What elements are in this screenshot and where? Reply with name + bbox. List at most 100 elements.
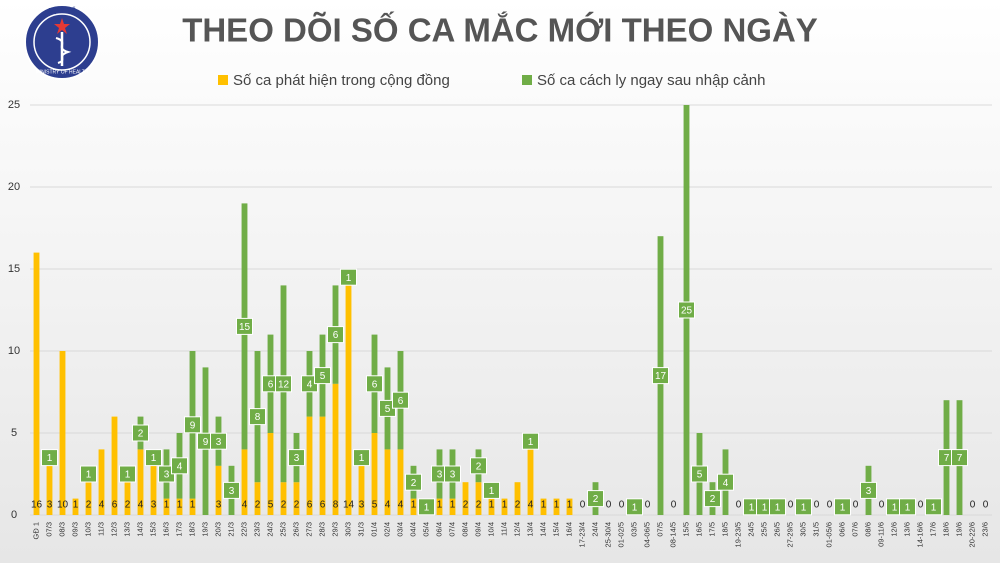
bar-segment [46,465,53,515]
x-tick-label: 08/6 [863,522,872,537]
data-label: 4 [307,379,313,390]
data-label-box [470,457,487,475]
x-tick-label: 17-23/4 [577,522,586,547]
data-label-box [249,408,266,426]
x-tick-label: 03/5 [629,522,638,537]
y-tick-label: 5 [11,427,17,439]
x-tick-label: 14/4 [538,522,547,537]
data-label: 1 [73,500,79,511]
data-label: 3 [437,470,443,481]
data-label: 1 [125,470,131,481]
x-tick-label: 13/4 [525,522,534,537]
logo-top: BỘ Y TẾ [48,5,76,15]
data-label-box [340,268,357,286]
data-label: 15 [239,322,251,333]
bar-segment [124,482,131,515]
bar-segment [358,465,365,515]
bar-segment [527,449,534,515]
bar-segment [241,449,248,515]
data-label: 1 [502,500,508,511]
data-label: 2 [125,500,131,511]
data-label-box [145,449,162,467]
data-label: 0 [606,500,612,511]
data-label-box [327,326,344,344]
data-label: 3 [229,486,235,497]
bar-segment [306,416,313,515]
x-tick-label: 10/3 [83,522,92,537]
data-label: 1 [840,502,846,513]
x-tick-label: 13/6 [902,522,911,537]
x-tick-label: 12/6 [889,522,898,537]
data-label: 2 [476,461,482,472]
data-label: 1 [346,273,352,284]
x-tick-label: 15/5 [681,522,690,537]
data-label-box [483,481,500,499]
data-label: 1 [801,502,807,513]
y-tick-label: 25 [8,99,20,111]
data-label-box [795,498,812,516]
data-label-box [951,449,968,467]
x-tick-label: 07/4 [447,522,456,537]
data-label: 2 [515,500,521,511]
data-label: 1 [775,502,781,513]
bar-segment [254,482,261,515]
x-tick-label: 26/3 [291,522,300,537]
data-label: 4 [528,500,534,511]
data-label-box [834,498,851,516]
bar-segment [540,498,547,515]
data-label-box [236,317,253,335]
data-label: 2 [476,500,482,511]
x-tick-label: 09/3 [70,522,79,537]
bar-segment [98,449,105,515]
data-label: 4 [385,500,391,511]
data-label: 0 [970,500,976,511]
data-label: 2 [86,500,92,511]
x-tick-label: 23/3 [252,522,261,537]
x-tick-label: 23/6 [980,522,989,537]
data-label: 1 [892,502,898,513]
data-label: 0 [853,500,859,511]
x-tick-label: 26/5 [772,522,781,537]
data-label-box [769,498,786,516]
data-label: 1 [905,502,911,513]
data-label: 3 [151,500,157,511]
data-label: 1 [437,500,443,511]
x-tick-label: 30/5 [798,522,807,537]
x-tick-label: 16/5 [694,522,703,537]
data-label: 1 [489,486,495,497]
data-label: 0 [879,500,885,511]
data-label: 1 [411,500,417,511]
legend-swatch [218,75,228,85]
x-tick-label: 16/3 [161,522,170,537]
data-label: 10 [57,500,69,511]
bar-segment [514,482,521,515]
x-tick-label: 17/6 [928,522,937,537]
x-tick-label: 08/3 [57,522,66,537]
data-label: 7 [944,453,950,464]
data-label: 0 [645,500,651,511]
x-tick-label: 14/3 [135,522,144,537]
data-label: 1 [86,470,92,481]
x-tick-label: 22/3 [239,522,248,537]
data-label: 5 [372,500,378,511]
data-label: 1 [424,502,430,513]
data-label: 6 [268,379,274,390]
y-tick-label: 20 [8,181,20,193]
data-label-box [288,449,305,467]
chart-title: THEO DÕI SỐ CA MẮC MỚI THEO NGÀY [182,11,818,49]
x-tick-label: 16/4 [564,522,573,537]
data-label-box [418,498,435,516]
x-tick-label: 07/5 [655,522,664,537]
data-label: 2 [463,500,469,511]
x-tick-label: 07/3 [44,522,53,537]
x-tick-label: 31/3 [356,522,365,537]
data-label: 0 [827,500,833,511]
data-label-box [652,367,669,385]
data-label-box [184,416,201,434]
data-label: 0 [918,500,924,511]
data-label: 6 [333,330,339,341]
data-label: 0 [580,500,586,511]
bar-segment [384,449,391,515]
y-tick-label: 0 [11,509,17,521]
